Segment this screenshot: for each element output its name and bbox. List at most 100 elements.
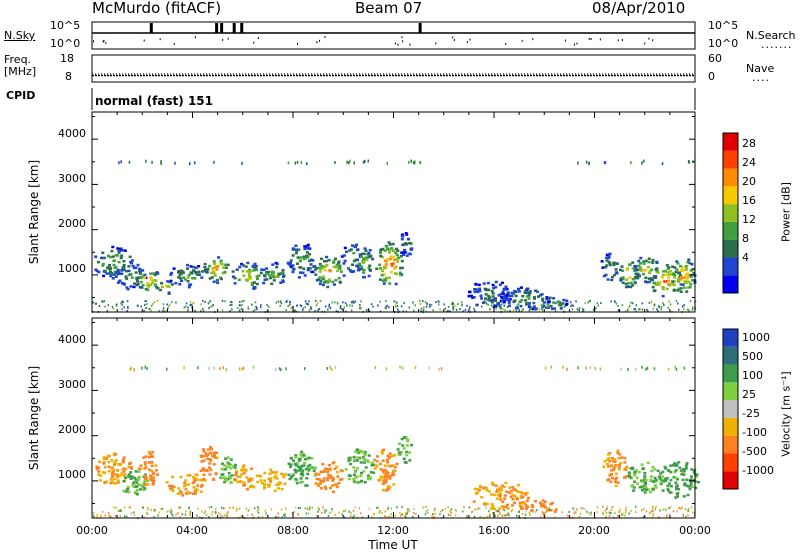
echo-cell	[367, 274, 371, 278]
scatter-cell	[179, 506, 182, 509]
echo-cell	[684, 281, 688, 285]
colorbar-swatch	[723, 186, 738, 205]
scatter-cell	[447, 310, 449, 313]
scatter-cell	[306, 507, 309, 510]
scatter-cell	[459, 308, 461, 310]
echo-cell	[118, 474, 122, 477]
scatter-cell	[172, 514, 174, 517]
echo-cell	[217, 256, 221, 259]
echo-cell	[122, 268, 126, 271]
echo-cell	[408, 451, 412, 454]
echo-cell	[296, 256, 300, 259]
echo-cell	[231, 465, 235, 468]
echo-cell	[549, 305, 553, 308]
echo-cell	[259, 271, 263, 275]
echo-cell	[262, 487, 266, 490]
scatter-cell	[156, 299, 159, 302]
echo-cell	[405, 450, 409, 454]
echo-cell	[194, 270, 198, 274]
echo-cell	[200, 455, 204, 458]
scatter-cell	[576, 508, 578, 511]
echo-cell	[408, 241, 412, 245]
echo-cell	[224, 457, 228, 460]
scatter-cell	[259, 306, 262, 309]
far-echo-cell	[118, 161, 120, 165]
scatter-cell	[485, 506, 487, 509]
scatter-cell	[515, 309, 517, 312]
echo-cell	[135, 481, 139, 484]
echo-cell	[490, 503, 494, 506]
nsearch-dot	[617, 39, 619, 42]
echo-cell	[379, 249, 383, 252]
scatter-cell	[642, 516, 645, 518]
scatter-cell	[146, 513, 149, 516]
echo-cell	[395, 247, 399, 251]
echo-cell	[619, 279, 623, 282]
echo-cell	[564, 303, 568, 306]
echo-cell	[143, 479, 147, 483]
echo-cell	[485, 489, 489, 492]
echo-cell	[518, 300, 522, 304]
echo-cell	[327, 258, 331, 262]
echo-cell	[299, 453, 303, 456]
echo-cell	[209, 446, 213, 449]
echo-cell	[322, 275, 325, 278]
station-title: McMurdo (fitACF)	[92, 0, 222, 17]
far-echo-cell	[604, 161, 607, 165]
scatter-cell	[596, 302, 598, 305]
echo-cell	[691, 279, 695, 282]
echo-cell	[505, 288, 509, 291]
echo-cell	[210, 271, 214, 275]
echo-cell	[252, 485, 256, 489]
scatter-cell	[634, 308, 636, 310]
scatter-cell	[168, 305, 170, 308]
echo-cell	[147, 461, 151, 464]
nsearch-dot	[143, 39, 145, 42]
nsearch-dot	[324, 36, 326, 39]
echo-cell	[132, 285, 136, 289]
echo-cell	[116, 268, 120, 272]
echo-cell	[281, 268, 285, 272]
echo-cell	[402, 436, 406, 439]
echo-cell	[204, 452, 208, 455]
echo-cell	[271, 275, 275, 278]
echo-cell	[494, 297, 497, 300]
echo-cell	[623, 476, 626, 479]
echo-cell	[673, 273, 677, 277]
echo-cell	[135, 489, 139, 492]
echo-cell	[681, 478, 685, 482]
scatter-cell	[281, 516, 283, 519]
scatter-cell	[205, 513, 208, 516]
echo-cell	[511, 498, 515, 501]
vel-ytick-4000: 4000	[58, 333, 86, 346]
far-echo-cell	[278, 367, 281, 371]
scatter-cell	[503, 509, 506, 512]
echo-cell	[238, 265, 242, 269]
scatter-cell	[684, 508, 686, 511]
echo-cell	[383, 468, 387, 472]
scatter-cell	[433, 509, 435, 512]
echo-cell	[192, 477, 196, 480]
scatter-cell	[496, 302, 498, 305]
echo-cell	[98, 479, 102, 482]
nsearch-dot	[590, 37, 592, 40]
echo-cell	[143, 463, 147, 466]
scatter-cell	[473, 307, 475, 310]
echo-cell	[353, 470, 357, 474]
scatter-cell	[678, 507, 680, 509]
scatter-cell	[184, 513, 187, 516]
scatter-cell	[486, 515, 488, 518]
echo-cell	[122, 260, 126, 263]
far-echo-cell	[585, 366, 587, 370]
echo-cell	[186, 276, 190, 279]
echo-cell	[317, 478, 321, 481]
echo-cell	[229, 458, 233, 461]
echo-cell	[501, 292, 505, 295]
echo-cell	[138, 286, 142, 289]
echo-cell	[201, 467, 205, 470]
scatter-cell	[373, 512, 375, 515]
echo-cell	[682, 469, 686, 473]
echo-cell	[384, 480, 388, 484]
far-echo-cell	[550, 365, 552, 369]
echo-cell	[494, 299, 497, 302]
